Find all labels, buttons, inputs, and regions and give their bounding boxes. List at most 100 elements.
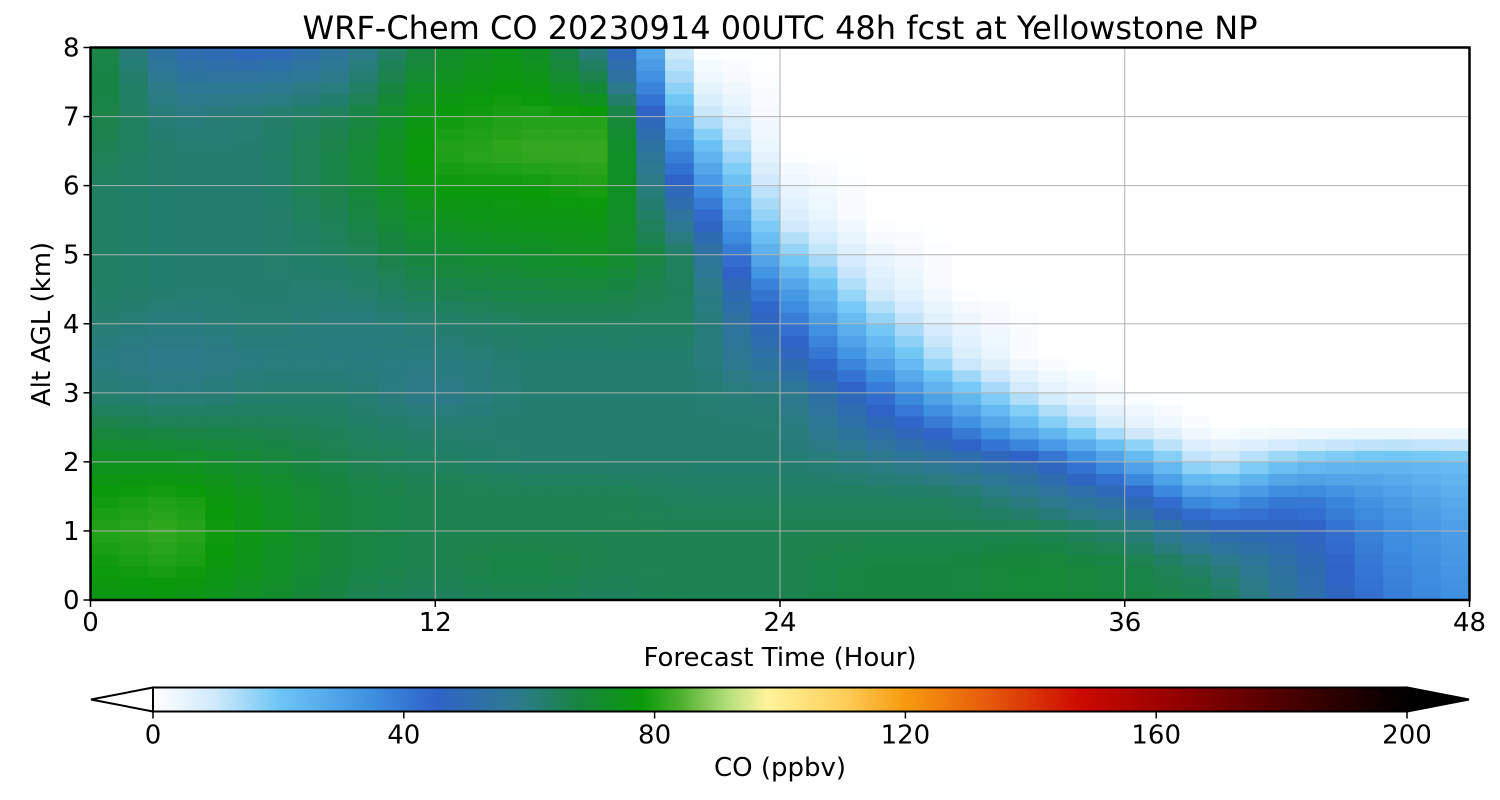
heatmap-cell	[262, 484, 293, 498]
heatmap-cell	[90, 70, 120, 83]
heatmap-cell	[262, 243, 293, 256]
heatmap-cell	[435, 461, 465, 474]
heatmap-cell	[894, 128, 925, 141]
heatmap-cell	[463, 82, 494, 95]
heatmap-cell	[1153, 254, 1183, 267]
heatmap-cell	[1297, 93, 1327, 106]
heatmap-cell	[1210, 346, 1241, 359]
heatmap-cell	[147, 82, 178, 95]
heatmap-cell	[722, 496, 752, 509]
heatmap-cell	[90, 197, 120, 210]
heatmap-cell	[521, 174, 551, 187]
heatmap-cell	[1297, 519, 1327, 532]
heatmap-cell	[1440, 185, 1471, 198]
heatmap-cell	[492, 427, 523, 440]
heatmap-cell	[1038, 588, 1068, 601]
heatmap-cell	[722, 461, 752, 474]
heatmap-cell	[320, 565, 350, 578]
heatmap-cell	[1182, 553, 1212, 567]
heatmap-cell	[607, 588, 637, 601]
heatmap-cell	[119, 162, 149, 175]
heatmap-cell	[837, 565, 867, 578]
heatmap-cell	[952, 162, 982, 175]
heatmap-cell	[751, 461, 781, 474]
heatmap-cell	[550, 231, 580, 244]
heatmap-cell	[1383, 220, 1413, 233]
heatmap-cell	[1297, 565, 1327, 578]
heatmap-cell	[1096, 530, 1126, 544]
heatmap-cell	[463, 381, 494, 394]
heatmap-cell	[1239, 381, 1269, 394]
heatmap-cell	[751, 139, 781, 152]
heatmap-cell	[894, 139, 925, 152]
heatmap-cell	[1210, 59, 1241, 72]
heatmap-cell	[521, 59, 551, 72]
heatmap-cell	[1210, 427, 1241, 440]
heatmap-cell	[435, 231, 465, 244]
heatmap-cell	[492, 358, 523, 371]
heatmap-cell	[435, 450, 465, 463]
heatmap-cell	[234, 335, 264, 348]
heatmap-cell	[1038, 576, 1068, 590]
heatmap-cell	[722, 553, 752, 567]
heatmap-cell	[1354, 335, 1384, 348]
heatmap-cell	[866, 151, 896, 164]
heatmap-cell	[147, 174, 178, 187]
heatmap-cell	[1124, 277, 1155, 290]
heatmap-cell	[1182, 427, 1212, 440]
heatmap-cell	[1268, 254, 1298, 267]
heatmap-cell	[665, 174, 695, 187]
heatmap-cell	[377, 496, 408, 509]
heatmap-cell	[1182, 220, 1212, 233]
heatmap-cell	[693, 289, 724, 302]
heatmap-cell	[808, 450, 839, 463]
heatmap-cell	[1009, 300, 1040, 313]
heatmap-cell	[1268, 231, 1298, 244]
heatmap-cell	[1239, 185, 1269, 198]
heatmap-cell	[1239, 335, 1269, 348]
heatmap-cell	[550, 266, 580, 279]
heatmap-cell	[1239, 450, 1269, 463]
heatmap-cell	[176, 47, 207, 60]
heatmap-cell	[1440, 300, 1471, 313]
heatmap-cell	[1412, 438, 1442, 451]
heatmap-cell	[234, 358, 264, 371]
heatmap-cell	[665, 484, 695, 498]
heatmap-cell	[1009, 139, 1040, 152]
heatmap-cell	[1354, 277, 1384, 290]
heatmap-cell	[1067, 82, 1097, 95]
heatmap-cell	[176, 162, 207, 175]
heatmap-cell	[349, 47, 379, 60]
heatmap-cell	[578, 162, 609, 175]
heatmap-cell	[435, 70, 465, 83]
heatmap-cell	[463, 243, 494, 256]
heatmap-cell	[521, 381, 551, 394]
heatmap-cell	[636, 139, 666, 152]
heatmap-cell	[981, 312, 1011, 325]
heatmap-cell	[1354, 496, 1384, 509]
heatmap-cell	[492, 392, 523, 405]
heatmap-cell	[780, 220, 810, 233]
heatmap-cell	[262, 542, 293, 555]
heatmap-cell	[1412, 139, 1442, 152]
heatmap-cell	[463, 59, 494, 72]
heatmap-cell	[751, 197, 781, 210]
heatmap-cell	[262, 312, 293, 325]
heatmap-cell	[1124, 519, 1155, 532]
heatmap-cell	[291, 93, 321, 106]
heatmap-cell	[607, 346, 637, 359]
heatmap-cell	[119, 519, 149, 532]
heatmap-cell	[320, 128, 350, 141]
heatmap-cell	[665, 82, 695, 95]
heatmap-cell	[1182, 312, 1212, 325]
heatmap-cell	[147, 151, 178, 164]
colorbar-tick-label: 120	[881, 721, 931, 751]
heatmap-cell	[1268, 47, 1298, 60]
heatmap-cell	[406, 47, 436, 60]
heatmap-cell	[1440, 59, 1471, 72]
heatmap-cell	[1297, 576, 1327, 590]
heatmap-cell	[1067, 438, 1097, 451]
heatmap-cell	[1239, 93, 1269, 106]
heatmap-cell	[1268, 438, 1298, 451]
heatmap-cell	[1440, 438, 1471, 451]
